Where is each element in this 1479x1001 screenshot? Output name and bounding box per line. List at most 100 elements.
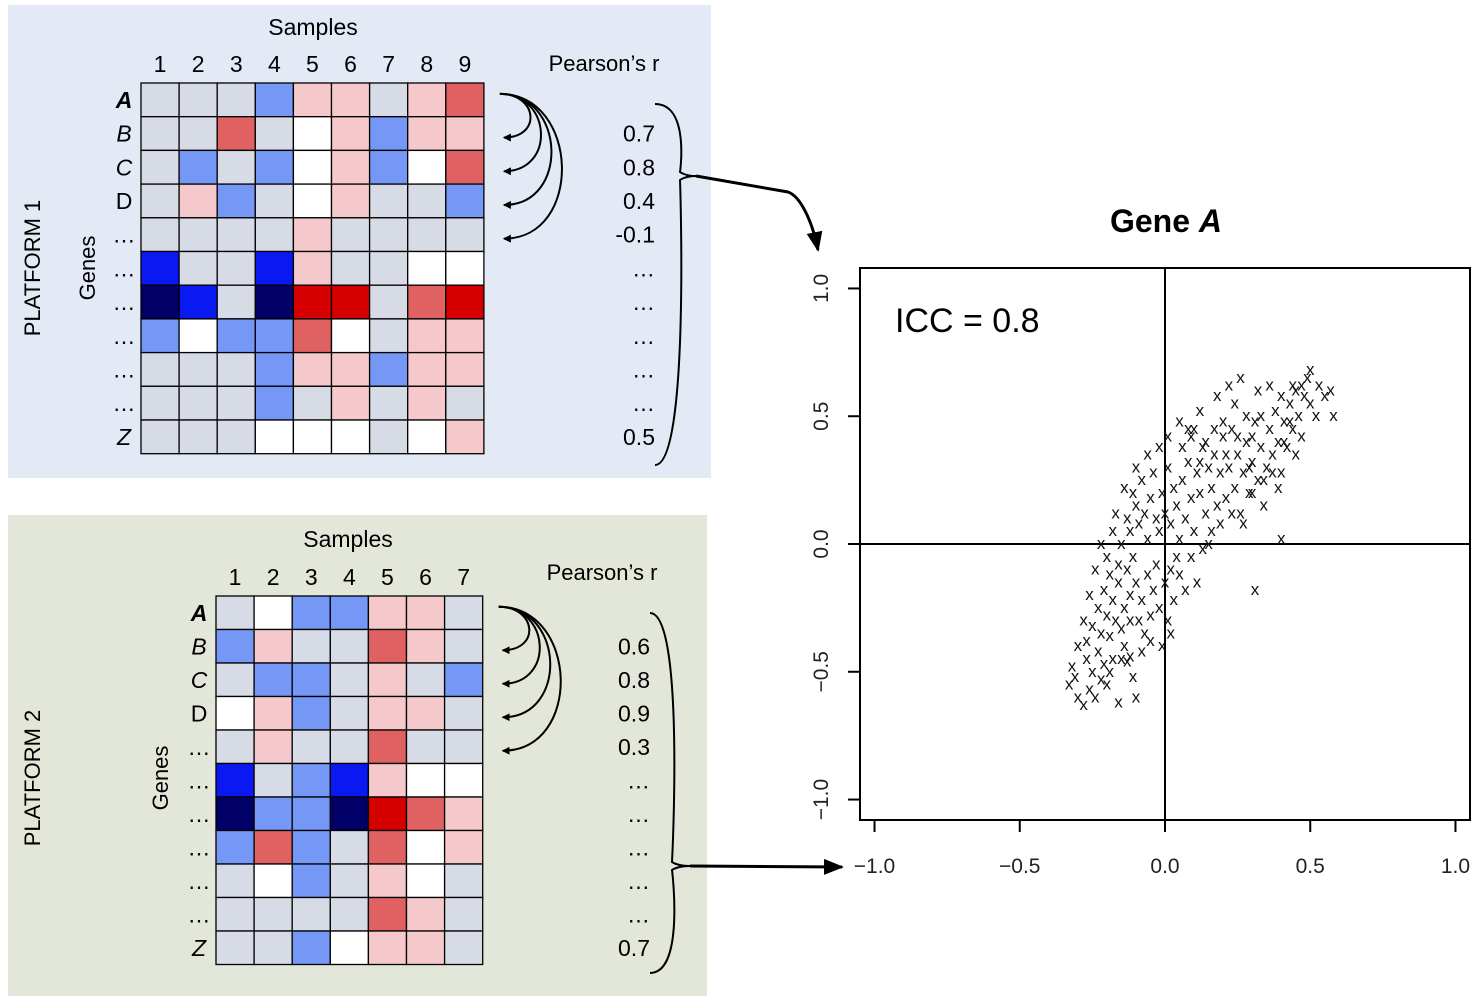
platform2-heatmap-cell [443, 863, 484, 899]
scatter-point: x [1230, 478, 1239, 497]
platform2-heatmap-cell [253, 662, 293, 698]
platform2-heatmap-cell [405, 930, 446, 966]
platform2-heatmap-cell [215, 829, 255, 865]
scatter-point: x [1204, 534, 1213, 553]
x-tick-label: −0.5 [999, 855, 1040, 878]
platform2-heatmap-cell [367, 695, 408, 731]
platform2-heatmap-cell [443, 695, 484, 731]
platform2-heatmap-cell [291, 729, 331, 765]
platform2-heatmap-cell [405, 729, 446, 765]
scatter-point: x [1091, 560, 1100, 579]
scatter-points: xxxxxxxxxxxxxxxxxxxxxxxxxxxxxxxxxxxxxxxx… [1065, 360, 1338, 714]
scatter-point: x [1207, 478, 1216, 497]
scatter-point: x [1286, 411, 1295, 430]
scatter-point: x [1129, 667, 1138, 686]
scatter-point: x [1169, 478, 1178, 497]
y-tick-label: 0.0 [810, 529, 833, 558]
scatter-point: x [1149, 462, 1158, 481]
scatter-point: x [1175, 565, 1184, 584]
scatter-point: x [1117, 534, 1126, 553]
platform2-heatmap-cell [253, 762, 293, 798]
platform2-heatmap-cell [291, 863, 331, 899]
platform2-column-label: 4 [343, 564, 356, 590]
x-axis: −1.0 −0.5 0.0 0.5 1.0 [854, 820, 1470, 878]
scatter-point: x [1103, 547, 1112, 566]
platform2-genes-title: Genes [148, 746, 173, 811]
platform1-heatmap-cell [330, 116, 371, 152]
scatter-point: x [1120, 478, 1129, 497]
scatter-point: x [1143, 565, 1152, 584]
scatter-point: x [1260, 496, 1269, 515]
platform2-heatmap-cell [215, 628, 255, 664]
scatter-point: x [1291, 445, 1300, 464]
scatter-point: x [1222, 488, 1231, 507]
scatter-point: x [1152, 508, 1161, 527]
platform2-heatmap-cell [329, 729, 370, 765]
scatter-point: x [1233, 445, 1242, 464]
scatter-point: x [1254, 470, 1263, 489]
scatter-point: x [1074, 636, 1083, 655]
platform2-heatmap-cell [443, 628, 484, 664]
platform1-heatmap-cell [178, 217, 218, 253]
platform2-heatmap-cell [443, 829, 484, 865]
platform1-heatmap-cell [292, 116, 333, 152]
scatter-point: x [1294, 406, 1303, 425]
scatter-point: x [1286, 393, 1295, 412]
platform1-heatmap-cell [445, 183, 485, 219]
platform1-heatmap-cell [292, 419, 333, 455]
platform2-column-label: 6 [419, 564, 432, 590]
platform2-row-label: Z [191, 935, 207, 961]
scatter-point: x [1280, 411, 1289, 430]
scatter-point: x [1074, 687, 1083, 706]
scatter-point: x [1265, 376, 1274, 395]
scatter-point: x [1216, 514, 1225, 533]
platform1-brace [654, 103, 697, 466]
scatter-point: x [1181, 580, 1190, 599]
scatter-point: x [1155, 521, 1164, 540]
scatter-point: x [1172, 496, 1181, 515]
platform1-heatmap-cell [178, 385, 218, 421]
platform1-correlation-value: … [632, 323, 655, 349]
scatter-point: x [1088, 616, 1097, 635]
scatter-point: x [1329, 406, 1338, 425]
scatter-point: x [1236, 368, 1245, 387]
platform2-heatmap-cell [367, 729, 408, 765]
platform1-heatmap-cell [330, 284, 371, 320]
platform1-heatmap-cell [140, 318, 180, 354]
platform1-heatmap-cell [216, 419, 256, 455]
scatter-point: x [1187, 488, 1196, 507]
platform1-heatmap-cell [407, 250, 447, 286]
icc-annotation: ICC = 0.8 [895, 302, 1040, 340]
y-tick-label: 0.5 [810, 402, 833, 431]
platform2-row-label: D [191, 700, 208, 726]
platform1-heatmap-cell [216, 183, 256, 219]
platform2-heatmap-cell [367, 863, 408, 899]
scatter-point: x [1251, 580, 1260, 599]
scatter-point: x [1297, 427, 1306, 446]
scatter-point: x [1161, 503, 1170, 522]
platform1-heatmap-cell [254, 250, 295, 286]
platform1-label: PLATFORM 1 [20, 200, 45, 337]
platform1-heatmap-cell [292, 318, 333, 354]
scatter-point: x [1326, 381, 1335, 400]
scatter-point: x [1094, 641, 1103, 660]
platform2-heatmap-cell [367, 930, 408, 966]
scatter-point: x [1207, 521, 1216, 540]
platform2-heatmap-cell [329, 930, 370, 966]
platform1-column-label: 8 [420, 51, 433, 77]
scatter-point: x [1268, 462, 1277, 481]
y-axis: −1.0 −0.5 0.0 0.5 1.0 [810, 274, 860, 820]
platform2-pearson-title: Pearson’s r [547, 560, 658, 585]
scatter-point: x [1143, 445, 1152, 464]
scatter-point: x [1289, 376, 1298, 395]
scatter-point: x [1164, 457, 1173, 476]
scatter-point: x [1100, 654, 1109, 673]
platform2-row-label: B [191, 633, 206, 659]
platform2-row-label: … [188, 901, 211, 927]
platform2-correlation-value: … [627, 901, 650, 927]
platform1-column-label: 1 [154, 51, 167, 77]
platform1-correlation-value: 0.4 [623, 188, 655, 214]
scatter-point: x [1108, 590, 1117, 609]
